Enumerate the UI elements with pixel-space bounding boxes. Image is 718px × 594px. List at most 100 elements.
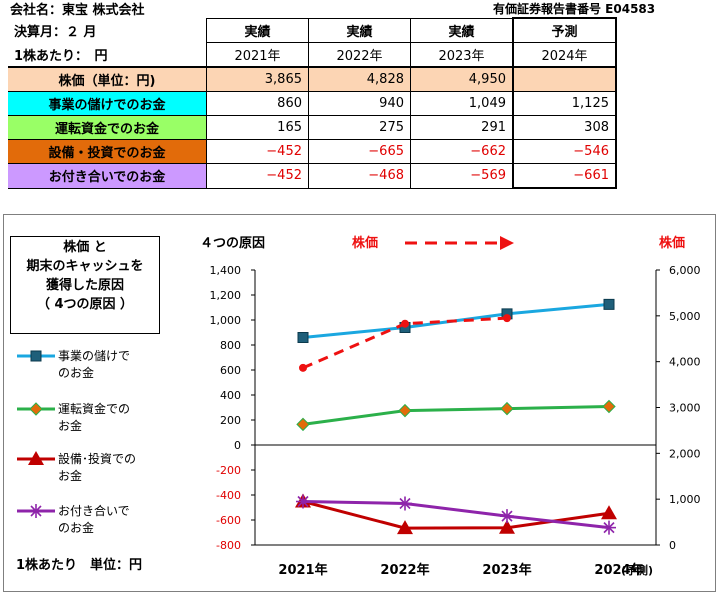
legend-label: お金 [58,418,82,433]
legend-label: のお金 [58,520,94,535]
data-point [28,451,44,465]
right-tick-label: 5,000 [669,310,701,323]
series-line [302,500,610,530]
data-point [29,402,43,416]
legend-label: お金 [58,468,82,483]
table-cell: 3,865 [206,67,309,92]
table-cell: 860 [206,91,309,116]
legend-title-line: 期末のキャッシュを [26,259,144,274]
table-cell: −452 [206,163,309,188]
data-point [398,403,412,418]
left-tick-label: 1,200 [210,289,242,302]
col-year: 2021年 [206,42,309,67]
table-cell: 308 [512,115,617,140]
table-cell: 165 [206,115,309,140]
legend-label: お付き合いで [58,503,130,518]
category-label: 2023年 [482,562,531,578]
table-cell: 4,950 [410,67,513,92]
legend-label: 事業の儲けで [58,349,130,363]
row-label-relations: お付き合いでのお金 [8,163,207,188]
data-point [501,510,513,522]
col-year-forecast: 2024年 [512,42,617,67]
table-cell: −452 [206,139,309,164]
data-point [297,495,309,508]
right-tick-label: 3,000 [669,402,701,415]
table-cell: 1,125 [512,91,617,116]
left-tick-label: -600 [216,514,241,527]
unit-note: 1株あたり 単位：円 [16,558,143,573]
left-tick-label: 1,000 [210,314,242,327]
series-line [302,405,610,426]
row-label-operating: 事業の儲けでのお金 [8,91,207,116]
data-point [500,401,514,416]
table-cell: 1,049 [410,91,513,116]
data-point [30,505,42,517]
table-cell: −569 [410,163,513,188]
legend-title-line: （ 4つの原因 ） [36,297,134,312]
data-point [602,399,616,414]
price-legend-label: 株価 [352,235,378,251]
report-number: 有価証券報告書番号 E04583 [493,2,656,16]
col-status-forecast: 予測 [512,17,617,43]
data-point [503,314,511,323]
col-year: 2022年 [308,42,411,67]
left-tick-label: -400 [216,489,241,502]
data-point [499,519,515,534]
category-label: 2024年 [594,562,643,578]
left-tick-label: -800 [216,539,241,552]
category-label: 2021年 [278,562,327,578]
data-point [299,363,307,372]
left-axis-title: ４つの原因 [200,236,265,251]
left-tick-label: 1,400 [210,264,242,277]
data-point [603,522,615,534]
data-point [397,520,413,535]
left-tick-label: -200 [216,464,241,477]
table-cell: −665 [308,139,411,164]
financial-table: 決算月：２ 月 実績 実績 実績 予測 1株あたり： 円 2021年 2022年… [8,17,617,189]
category-suffix: (予測) [621,563,653,577]
table-cell: −662 [410,139,513,164]
col-year: 2023年 [410,42,513,67]
legend-title-line: 獲得した原因 [45,278,124,293]
fiscal-month: 決算月：２ 月 [14,24,97,40]
data-point [30,350,42,362]
left-tick-label: 400 [220,389,241,402]
right-tick-label: 0 [669,539,676,552]
table-cell: 4,828 [308,67,411,92]
table-cell: −661 [512,163,617,189]
data-point [296,417,310,432]
data-point [401,319,409,328]
row-label-stock-price: 株価（単位：円) [8,67,207,92]
data-point [603,298,615,310]
table-cell: −546 [512,139,617,164]
right-tick-label: 4,000 [669,356,701,369]
right-tick-label: 1,000 [669,493,701,506]
col-status: 実績 [206,17,309,43]
legend-title-box: 株価 と 期末のキャッシュを 獲得した原因 （ 4つの原因 ） [10,236,160,334]
table-cell: −468 [308,163,411,188]
per-share-note: 1株あたり： 円 [14,48,108,64]
data-point [297,332,309,343]
table-cell [512,67,617,92]
left-tick-label: 800 [220,339,241,352]
chart-frame [3,214,716,592]
col-status: 実績 [308,17,411,43]
legend-title-line: 株価 と [63,240,107,255]
table-cell: 291 [410,115,513,140]
series-line [302,500,610,530]
price-legend-arrow [500,236,514,250]
category-label: 2022年 [380,562,429,578]
left-tick-label: 200 [220,414,241,427]
right-tick-label: 2,000 [669,447,701,460]
left-tick-label: 600 [220,364,241,377]
legend-label: 運転資金での [58,401,130,416]
right-tick-label: 6,000 [669,264,701,277]
left-tick-label: 0 [234,439,241,452]
data-point [601,505,617,520]
legend-label: 設備･投資での [58,451,136,466]
company-name: 会社名：東宝 株式会社 [10,3,145,18]
table-cell: 275 [308,115,411,140]
right-axis-title: 株価 [659,235,685,251]
data-point [399,497,411,510]
